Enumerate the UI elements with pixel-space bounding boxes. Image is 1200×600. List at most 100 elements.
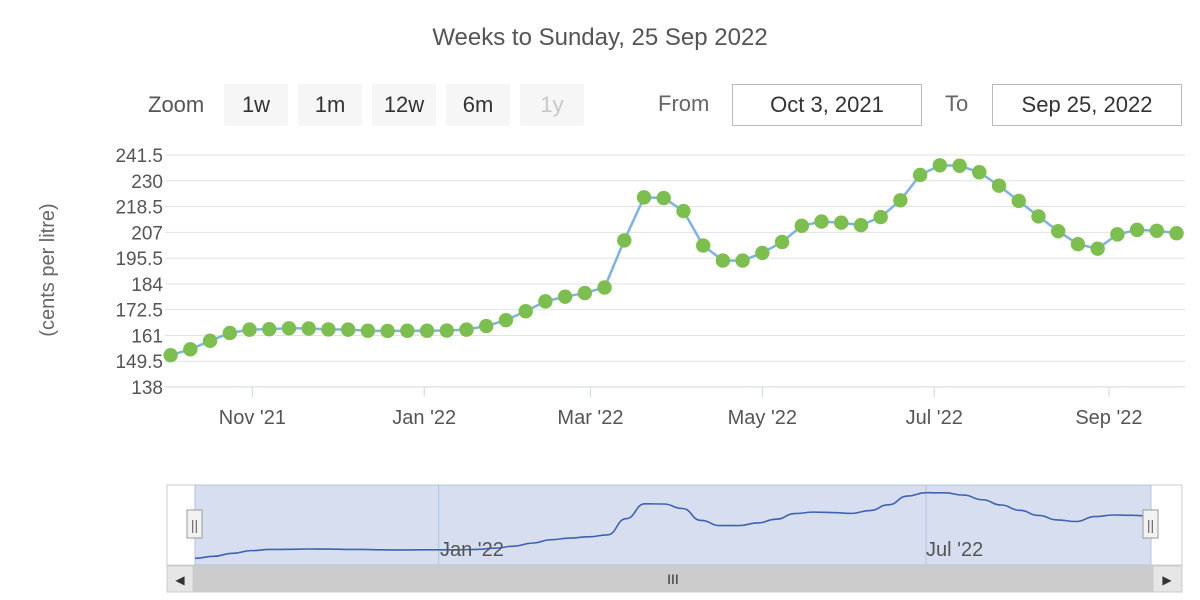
navigator[interactable]: Jan '22 Jul '22 || || [166, 484, 1183, 566]
data-point[interactable] [419, 323, 435, 338]
navigator-right-handle[interactable]: || [1142, 509, 1159, 539]
x-tick-label: Jan '22 [392, 407, 456, 429]
navigator-left-handle[interactable]: || [186, 509, 203, 539]
y-axis: 138 149.5 161 172.5 184 195.5 207 218.5 230 241.5 [115, 146, 163, 399]
data-point[interactable] [1070, 237, 1086, 252]
y-tick-label: 207 [131, 223, 163, 244]
data-point[interactable] [262, 321, 277, 337]
left-handle-grip-icon: || [191, 517, 198, 533]
data-point[interactable] [1051, 224, 1066, 239]
scroll-left-button[interactable] [166, 565, 194, 593]
data-point[interactable] [202, 333, 218, 349]
data-point[interactable] [1090, 241, 1105, 256]
data-point[interactable] [1169, 226, 1184, 241]
data-point[interactable] [321, 322, 336, 337]
grid-lines [165, 154, 1185, 388]
data-point[interactable] [222, 325, 238, 341]
data-point[interactable] [1110, 227, 1125, 242]
data-point[interactable] [656, 190, 671, 206]
navigator-label-jan: Jan '22 [440, 539, 504, 561]
x-tick-label: Nov '21 [219, 407, 286, 429]
data-point[interactable] [557, 289, 573, 304]
x-tick-label: May '22 [728, 407, 797, 429]
scrollbar-thumb[interactable] [193, 566, 1153, 592]
data-point[interactable] [972, 165, 987, 180]
data-point[interactable] [755, 245, 770, 261]
to-date-input[interactable]: Sep 25, 2022 [992, 84, 1182, 126]
navigator-label-jul: Jul '22 [926, 539, 983, 561]
data-point[interactable] [912, 167, 928, 183]
right-handle-grip-icon: || [1147, 517, 1154, 533]
navigator-selection[interactable] [194, 484, 1152, 566]
zoom-1m-button[interactable]: 1m [298, 84, 362, 126]
y-tick-label: 172.5 [115, 301, 163, 322]
x-tick-label: Jul '22 [906, 407, 963, 429]
scrollbar[interactable]: III ◀ ▶ [166, 565, 1183, 593]
data-point[interactable] [676, 203, 691, 219]
y-tick-label: 184 [131, 275, 163, 296]
y-tick-label: 138 [131, 378, 163, 399]
data-point[interactable] [360, 323, 376, 338]
data-point[interactable] [281, 321, 297, 336]
series-layer [163, 158, 1184, 363]
data-point[interactable] [794, 218, 809, 234]
data-point[interactable] [439, 323, 454, 338]
chart-subtitle: Weeks to Sunday, 25 Sep 2022 [432, 24, 768, 51]
data-point[interactable] [597, 280, 612, 295]
data-point[interactable] [735, 253, 750, 268]
navigator-series-line [194, 491, 1152, 560]
data-point[interactable] [1129, 222, 1145, 238]
zoom-1w-button[interactable]: 1w [224, 84, 288, 126]
data-point[interactable] [695, 238, 711, 253]
data-point[interactable] [814, 214, 829, 229]
data-point[interactable] [715, 253, 731, 268]
y-tick-label: 218.5 [115, 198, 163, 219]
x-axis: Nov '21 Jan '22 Mar '22 May '22 Jul '22 Sep '… [219, 387, 1143, 429]
right-arrow-icon: ▶ [1162, 573, 1172, 587]
data-point[interactable] [853, 217, 869, 233]
to-label: To [945, 91, 969, 116]
data-point[interactable] [400, 323, 415, 338]
data-point[interactable] [834, 215, 849, 230]
left-arrow-icon: ◀ [175, 573, 185, 587]
data-point[interactable] [183, 342, 198, 357]
data-point[interactable] [479, 318, 494, 334]
data-point[interactable] [774, 234, 790, 250]
series-line [170, 164, 1177, 357]
data-point[interactable] [518, 304, 533, 319]
data-point[interactable] [617, 233, 632, 248]
data-point[interactable] [893, 193, 908, 208]
data-point[interactable] [991, 178, 1007, 193]
zoom-6m-button[interactable]: 6m [446, 84, 510, 126]
data-point[interactable] [538, 294, 553, 309]
data-point[interactable] [952, 158, 967, 173]
y-tick-label: 195.5 [115, 249, 163, 270]
x-tick-label: Sep '22 [1075, 407, 1142, 429]
x-tick-label: Mar '22 [557, 407, 623, 429]
zoom-label: Zoom [148, 92, 205, 117]
y-axis-title: (cents per litre) [37, 203, 59, 336]
zoom-1y-button: 1y [520, 84, 584, 126]
data-point[interactable] [163, 347, 178, 363]
y-tick-label: 230 [131, 172, 163, 193]
data-point[interactable] [636, 190, 652, 205]
data-point[interactable] [380, 323, 395, 339]
data-point[interactable] [577, 285, 593, 301]
data-point[interactable] [932, 158, 948, 173]
data-point[interactable] [459, 322, 474, 337]
data-point[interactable] [1031, 209, 1046, 224]
data-point[interactable] [873, 209, 888, 225]
scroll-right-button[interactable] [1152, 565, 1183, 593]
data-point[interactable] [340, 322, 356, 337]
from-date-input[interactable]: Oct 3, 2021 [732, 84, 922, 126]
y-tick-label: 241.5 [115, 146, 163, 167]
y-tick-label: 149.5 [115, 352, 163, 373]
data-point[interactable] [301, 321, 316, 336]
y-tick-label: 161 [131, 326, 163, 347]
data-point[interactable] [1149, 223, 1165, 238]
zoom-12w-button[interactable]: 12w [372, 84, 436, 126]
data-point[interactable] [1011, 193, 1026, 209]
data-point[interactable] [242, 322, 257, 337]
data-point[interactable] [498, 313, 514, 328]
